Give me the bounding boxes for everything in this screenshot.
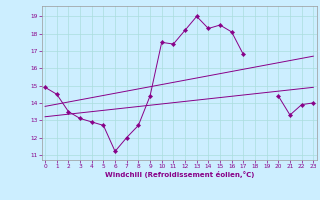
X-axis label: Windchill (Refroidissement éolien,°C): Windchill (Refroidissement éolien,°C)	[105, 171, 254, 178]
